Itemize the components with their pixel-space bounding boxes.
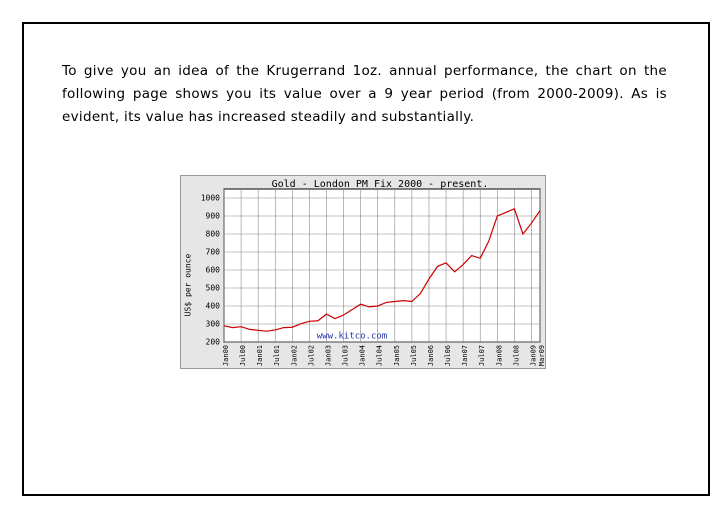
page-border bbox=[22, 22, 710, 496]
y-tick-label: 1000 bbox=[201, 194, 220, 203]
x-tick-label: Jul06 bbox=[444, 345, 452, 366]
y-axis-label: US$ per ounce bbox=[184, 254, 193, 317]
price-line bbox=[223, 207, 541, 332]
paragraph: To give you an idea of the Krugerrand 1o… bbox=[62, 63, 667, 125]
x-tick-label: Jan03 bbox=[324, 345, 332, 366]
y-tick-label: 600 bbox=[206, 266, 221, 275]
chart-title: Gold - London PM Fix 2000 - present. bbox=[272, 179, 489, 190]
x-tick-label: Jan08 bbox=[495, 345, 503, 366]
x-tick-label: Jul02 bbox=[307, 345, 315, 366]
y-tick-label: 400 bbox=[206, 302, 221, 311]
x-tick-label: Jul01 bbox=[273, 345, 281, 366]
x-tick-label: Jan04 bbox=[359, 345, 367, 366]
x-tick-label: Jul07 bbox=[478, 345, 486, 366]
y-tick-label: 800 bbox=[206, 230, 221, 239]
y-tick-label: 500 bbox=[206, 284, 221, 293]
y-tick-label: 200 bbox=[206, 338, 221, 347]
y-tick-label: 700 bbox=[206, 248, 221, 257]
y-tick-label: 300 bbox=[206, 320, 221, 329]
x-tick-label: Jan05 bbox=[393, 345, 401, 366]
x-tick-label: Jul04 bbox=[376, 345, 384, 366]
x-tick-label: Jul08 bbox=[512, 345, 520, 366]
plot-area bbox=[223, 188, 541, 343]
x-tick-label: Jul05 bbox=[410, 345, 418, 366]
watermark: www.kitco.com bbox=[317, 332, 387, 342]
x-tick-label: Jan00 bbox=[222, 345, 230, 366]
x-tick-label: Jul03 bbox=[342, 345, 350, 366]
x-tick-label: Jan06 bbox=[427, 345, 435, 366]
x-tick-label: Jul00 bbox=[239, 345, 247, 366]
x-tick-label: Jan01 bbox=[256, 345, 264, 366]
chart: Gold - London PM Fix 2000 - present. US$… bbox=[180, 175, 546, 369]
x-tick-label: Jan09 bbox=[529, 345, 537, 366]
x-tick-label: Mar09 bbox=[538, 345, 546, 366]
x-tick-label: Jan02 bbox=[290, 345, 298, 366]
y-tick-label: 900 bbox=[206, 212, 221, 221]
x-tick-label: Jan07 bbox=[461, 345, 469, 366]
